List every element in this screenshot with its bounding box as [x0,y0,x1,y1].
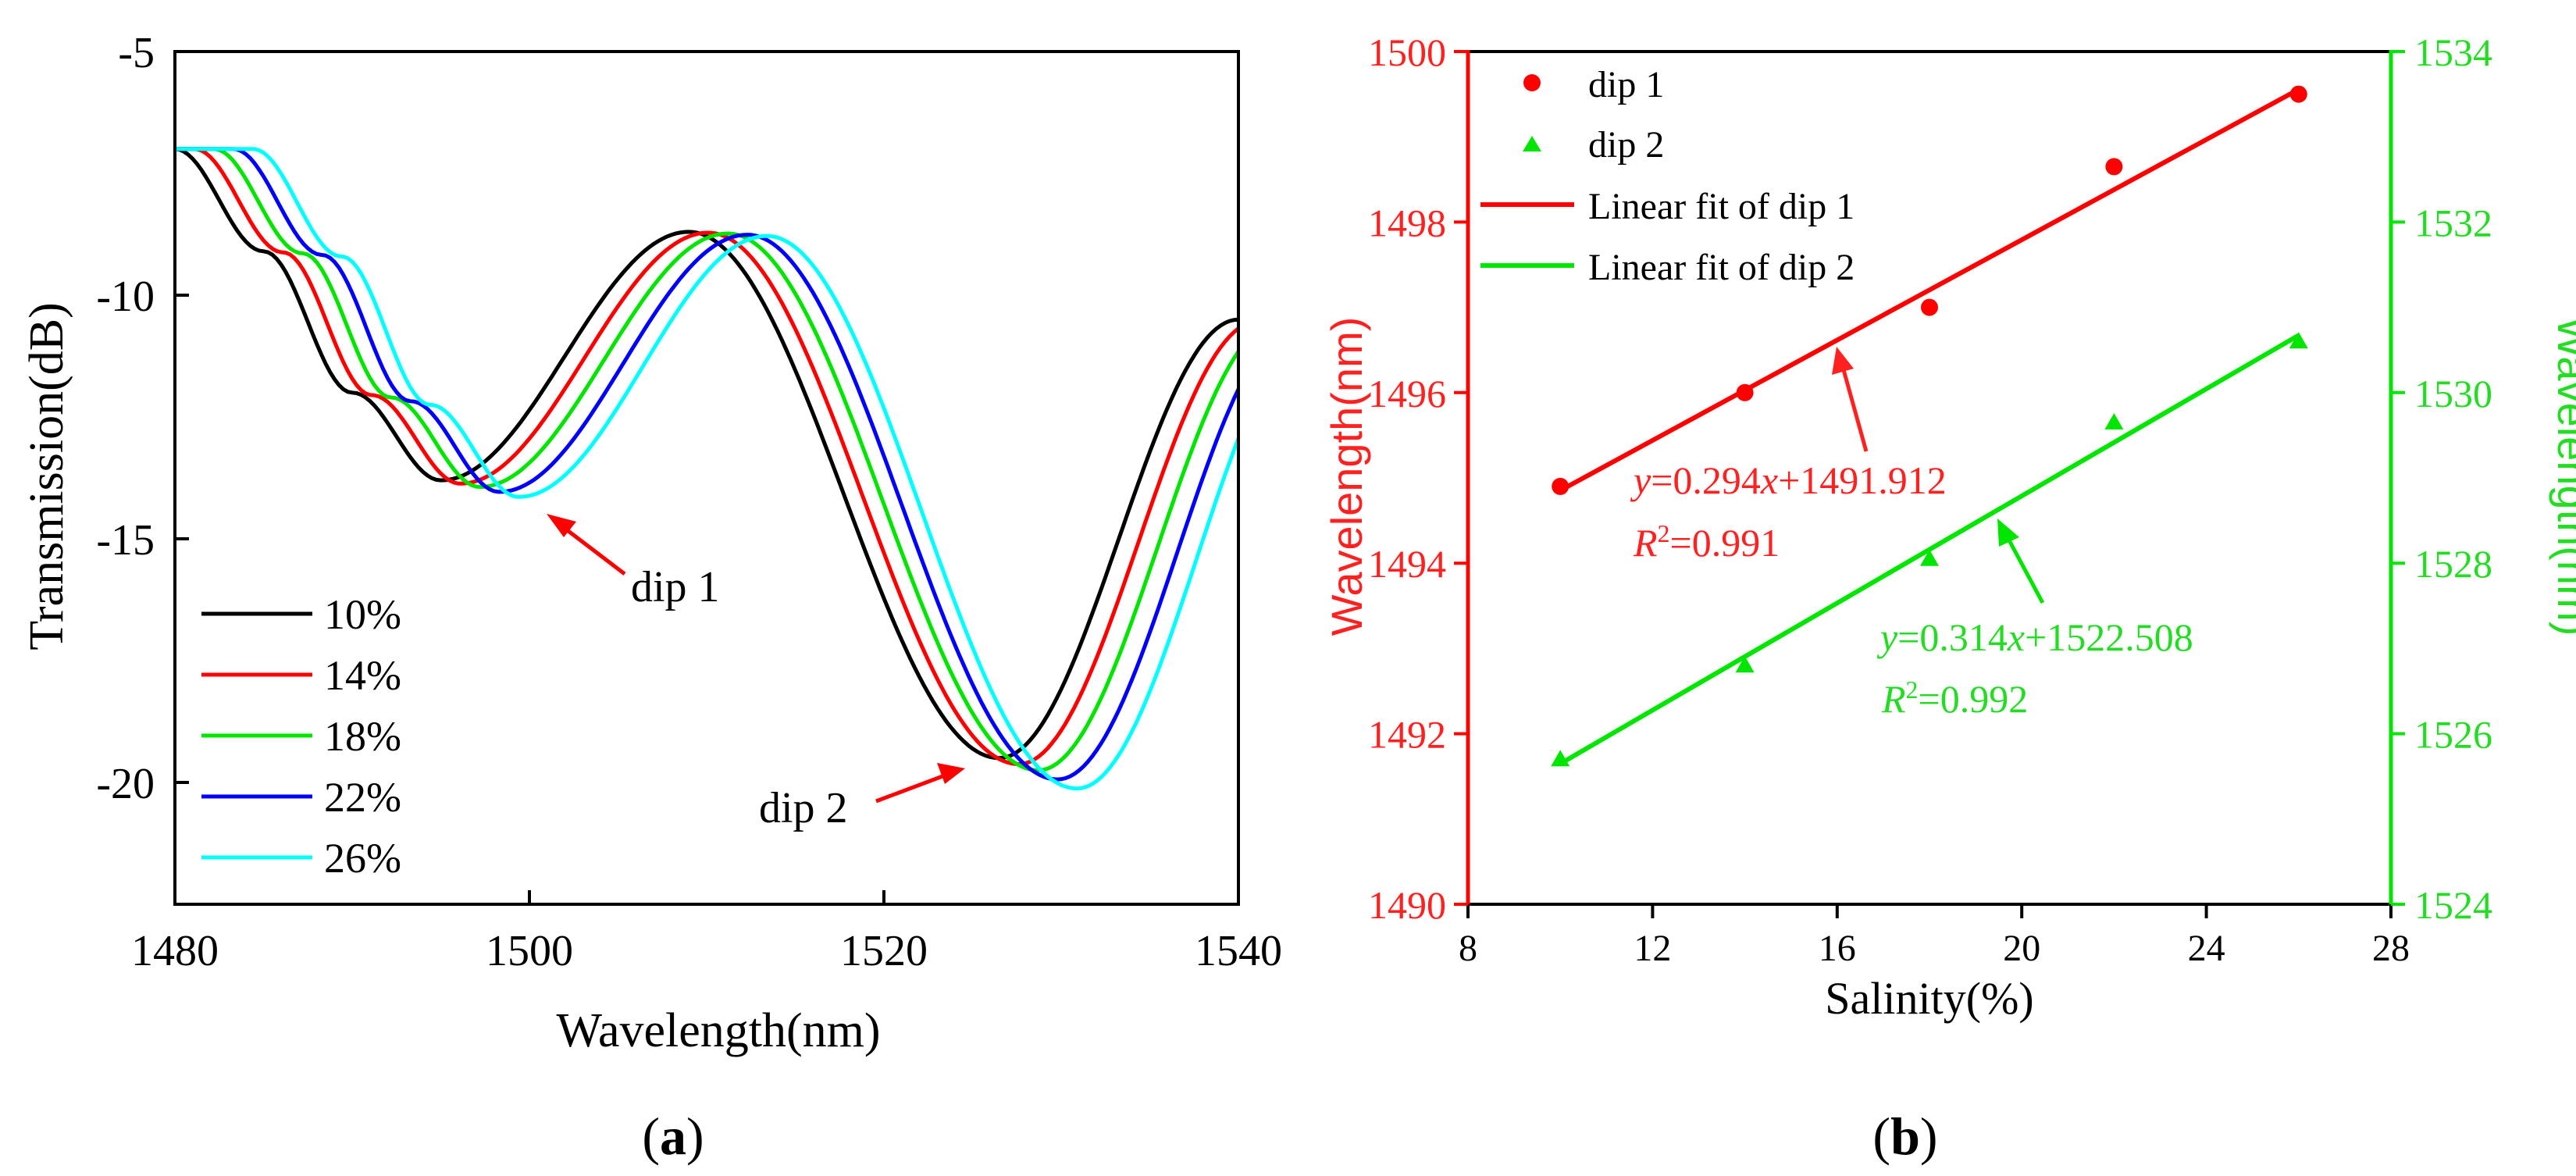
x-tick-label: 12 [1634,928,1671,969]
point-dip-2 [1735,656,1755,673]
panel-b-caption: (b) [1872,1107,1937,1166]
annotation-dip-2-arrowhead [937,763,965,784]
point-dip-2 [2289,332,2308,349]
point-dip-2 [1920,549,1939,566]
legend-label-fit-dip-1: Linear fit of dip 1 [1588,186,1855,227]
fit-r2-dip-2: R2=0.992 [1881,675,2028,721]
x-tick-label: 28 [2372,928,2410,969]
panel-b-ticks: 8 12 16 20 24 28 1490 1492 1494 1496 1498 1500 1524 1… [1368,30,2492,969]
y-tick-label: -5 [118,29,155,77]
series-line-14 [175,147,1240,767]
fit-line-dip-1 [1559,87,2300,493]
point-dip-1 [1736,383,1754,401]
legend-label-fit-dip-2: Linear fit of dip 2 [1588,247,1855,288]
panel-b-legend: dip 1 dip 2 Linear fit of dip 1 Linear f… [1480,64,1855,288]
annotation-dip-2-arrow [875,771,952,804]
series-line-18 [175,147,1241,772]
y-left-tick-label: 1490 [1368,883,1446,927]
fit-dip-1-arrowhead [1832,347,1854,375]
panel-a-caption: (a) [642,1107,704,1166]
x-tick-label: 1480 [131,927,219,975]
legend-marker-dip-1 [1523,74,1541,91]
y-tick-label: -15 [96,516,155,565]
y-right-tick-label: 1532 [2414,201,2492,244]
panel-b-ylabel-right: Wavelength(nm) [2549,317,2576,636]
legend-label-26: 26% [324,835,401,882]
fit-dip-2-arrowhead [1997,519,2019,547]
y-left-tick-label: 1500 [1368,30,1446,74]
legend-marker-dip-2 [1523,136,1541,151]
y-left-tick-label: 1494 [1368,542,1446,586]
x-tick-label: 16 [1819,928,1856,969]
point-dip-2 [1551,750,1570,767]
y-left-tick-label: 1492 [1368,713,1446,757]
fit-dip-1-arrow [1840,366,1869,452]
y-right-tick-label: 1530 [2414,372,2492,415]
x-tick-label: 8 [1459,928,1477,969]
panel-a-ticks: 1480 1500 1520 1540 -5 -10 -15 -20 [96,29,1282,975]
annotation-dip-2: dip 2 [759,784,848,832]
x-tick-label: 1540 [1195,927,1282,975]
legend-label-18: 18% [324,713,401,760]
fit-line-dip-2 [1559,333,2300,766]
panel-a-curves [174,147,1241,791]
point-dip-1 [1921,298,1938,316]
fit-equation-dip-2: y=0.314x+1522.508 [1876,615,2193,659]
legend-label-14: 14% [324,652,401,699]
point-dip-1 [2105,158,2123,176]
x-tick-label: 1520 [840,927,928,975]
legend-label-10: 10% [324,591,401,638]
panel-a-line-chart: 1480 1500 1520 1540 -5 -10 -15 -20 Wavelength(n… [20,29,1282,1166]
y-left-tick-label: 1496 [1368,372,1446,415]
fit-dip-2-arrow [2006,537,2045,604]
y-tick-label: -10 [96,273,155,321]
panel-b-scatter-chart: 8 12 16 20 24 28 1490 1492 1494 1496 1498 1500 1524 1… [1322,30,2576,1166]
panel-b-points [1551,85,2308,767]
fit-equation-dip-1: y=0.294x+1491.912 [1630,458,1947,502]
panel-b-xlabel: Salinity(%) [1825,973,2033,1024]
y-right-tick-label: 1528 [2414,542,2492,586]
annotation-dip-1: dip 1 [631,563,720,611]
panel-a-xlabel: Wavelength(nm) [556,1004,880,1057]
x-tick-label: 20 [2003,928,2040,969]
point-dip-2 [2104,413,2124,430]
panel-b-fit-lines [1559,87,2300,766]
point-dip-1 [2289,85,2307,103]
series-line-22 [175,147,1241,782]
legend-label-dip-1: dip 1 [1588,64,1664,105]
panel-b-caption-letter: b [1890,1107,1920,1166]
legend-label-22: 22% [324,774,401,821]
legend-label-dip-2: dip 2 [1588,124,1664,166]
fit-r2-dip-1: R2=0.991 [1633,519,1780,565]
y-tick-label: -20 [96,760,155,808]
x-tick-label: 24 [2188,928,2225,969]
panel-b-ylabel-left: Wavelength(nm) [1322,317,1371,636]
point-dip-1 [1552,477,1569,495]
series-line-26 [175,147,1241,791]
panel-a-plot-frame [173,50,1240,906]
y-right-tick-label: 1524 [2414,883,2492,927]
panel-a-legend: 10% 14% 18% 22% 26% [201,591,401,882]
x-tick-label: 1500 [486,927,573,975]
annotation-dip-1-arrowhead [547,514,576,537]
panel-a-ylabel: Transmission(dB) [20,302,73,650]
y-right-tick-label: 1526 [2414,713,2492,757]
y-right-tick-label: 1534 [2414,30,2492,74]
panel-a-caption-letter: a [660,1107,686,1166]
y-left-tick-label: 1498 [1368,201,1446,244]
